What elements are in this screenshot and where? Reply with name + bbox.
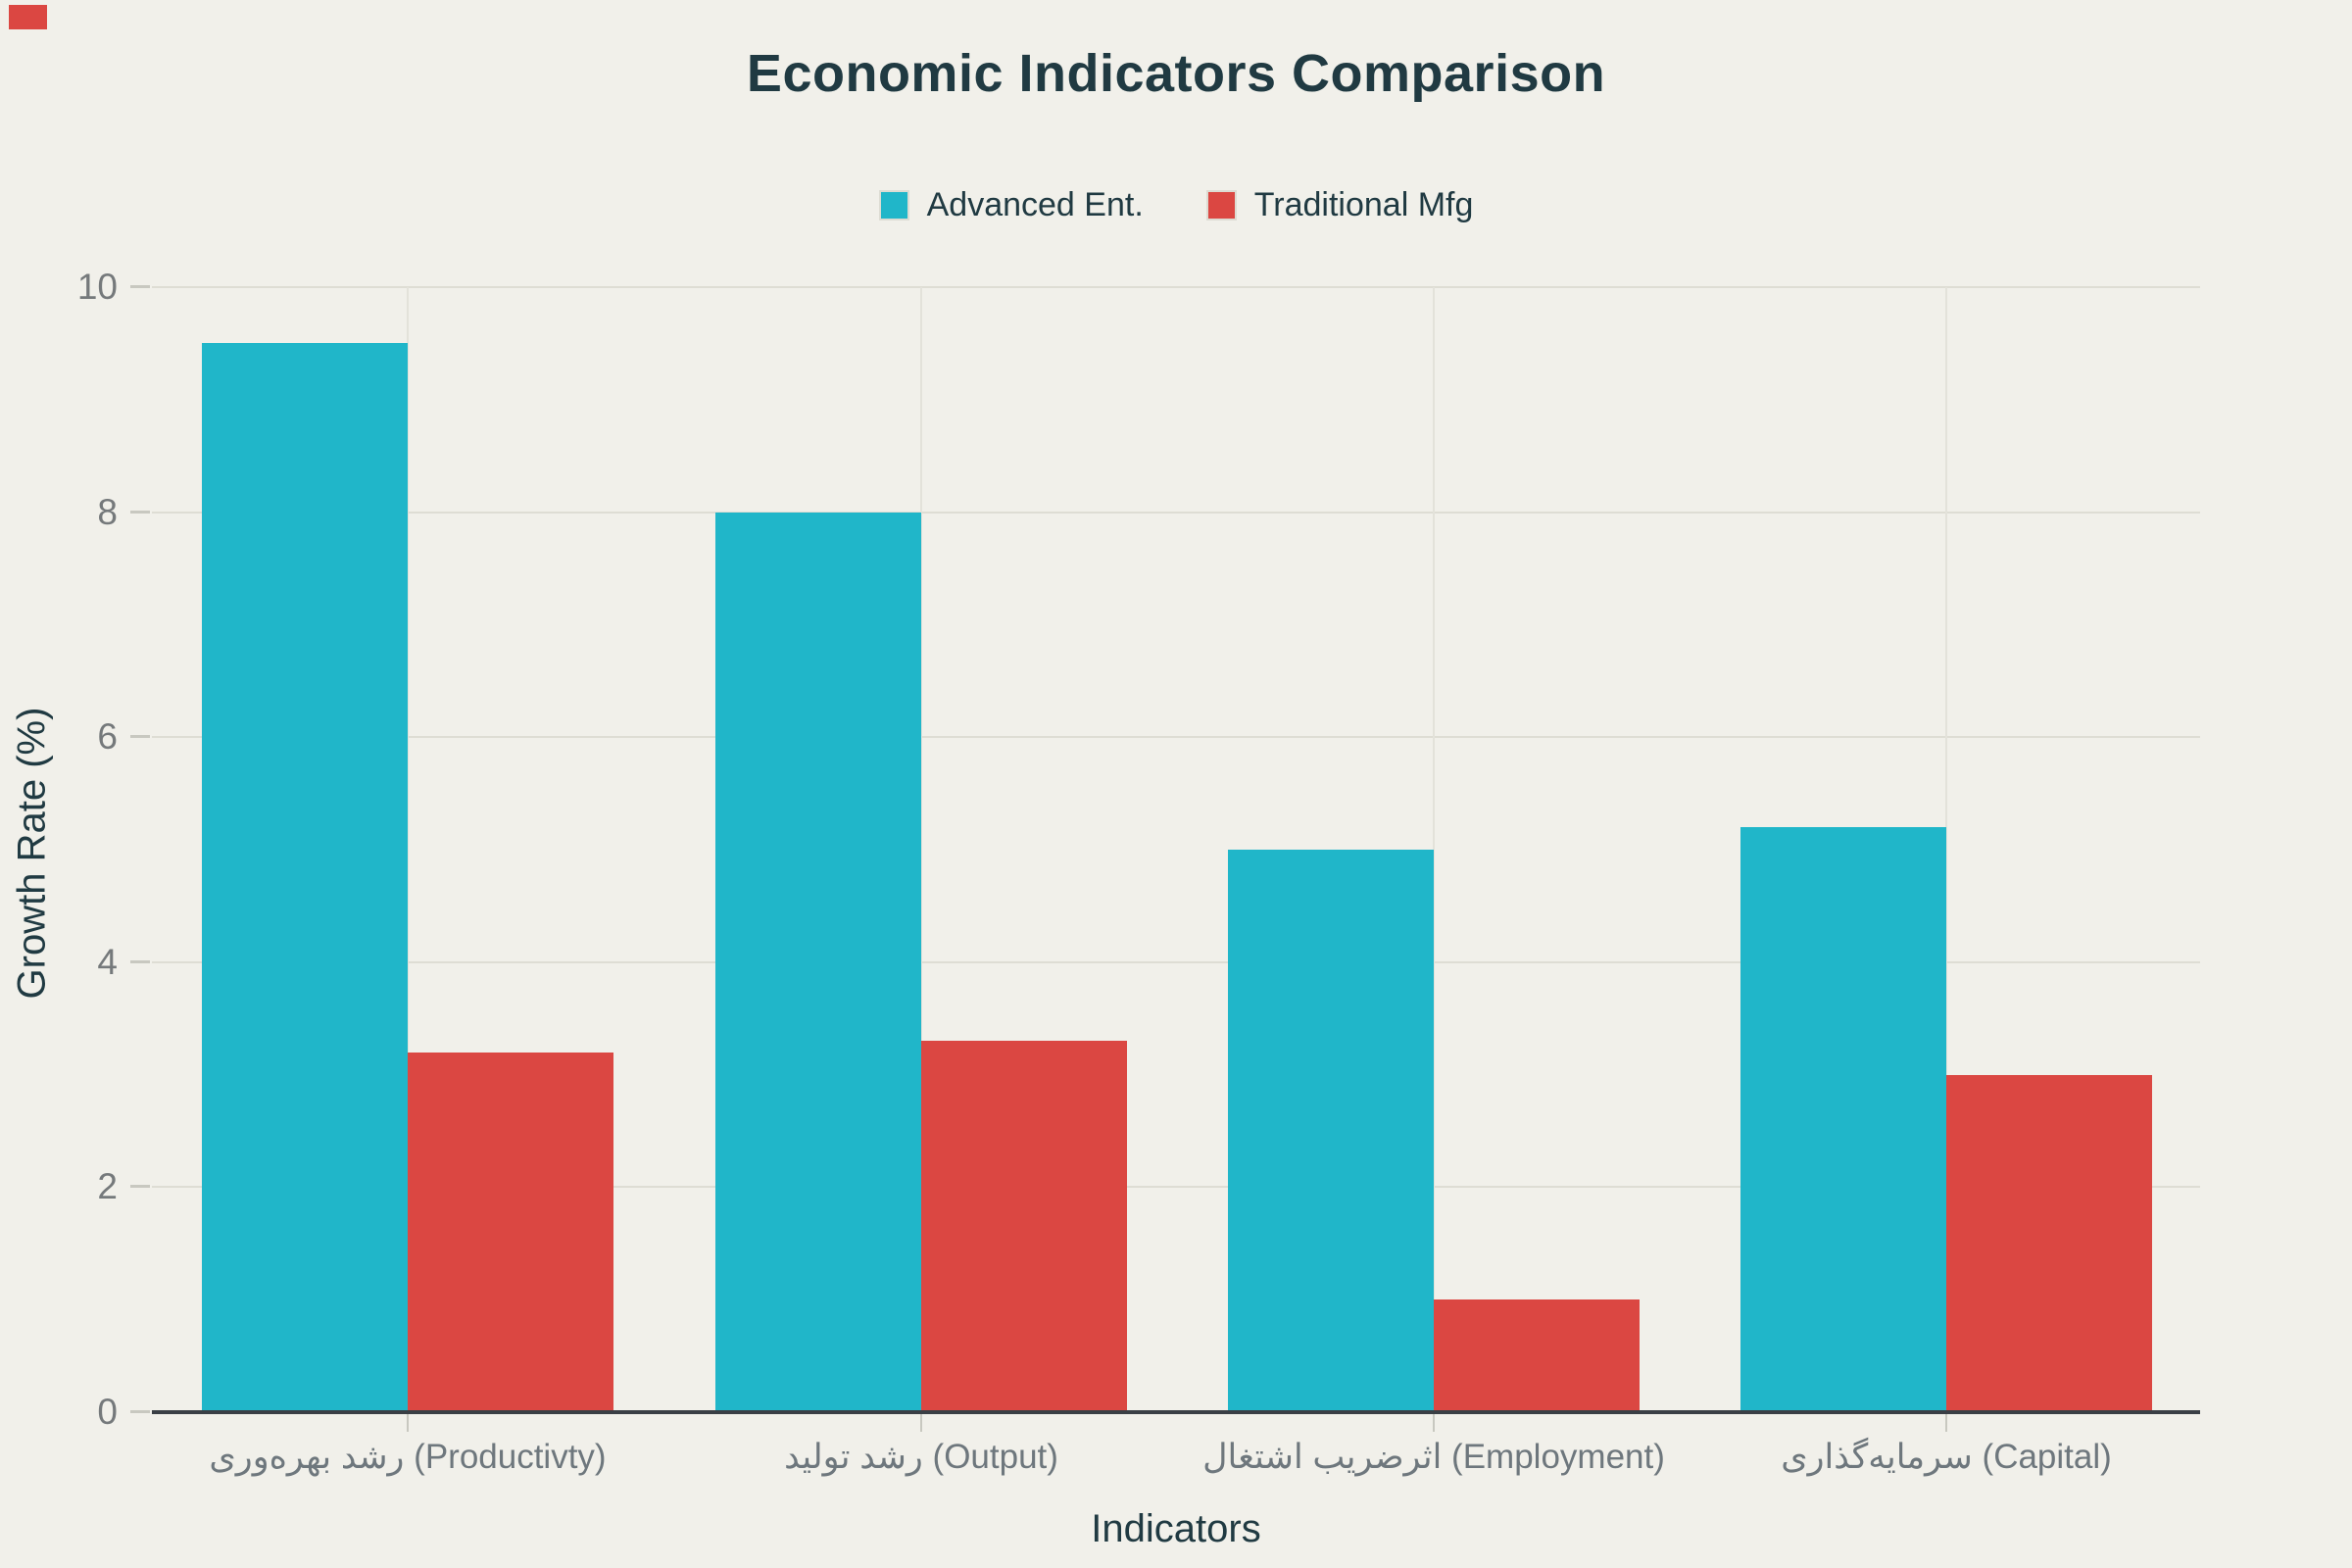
y-tick-6: [130, 735, 150, 739]
legend: Advanced Ent. Traditional Mfg: [0, 186, 2352, 224]
bar-traditional-mfg-1: [921, 1041, 1127, 1412]
x-tick-label-0: رشد بهره‌وری (Productivty): [209, 1438, 607, 1476]
y-tick-label-6: 6: [97, 716, 118, 758]
gridline-y-2: [152, 1186, 2200, 1189]
bar-traditional-mfg-3: [1946, 1074, 2152, 1412]
bar-advanced-ent--3: [1740, 827, 1946, 1412]
x-axis-title: Indicators: [1091, 1507, 1261, 1550]
gridline-y-8: [152, 511, 2200, 514]
y-tick-label-10: 10: [76, 267, 118, 307]
legend-item-1[interactable]: Traditional Mfg: [1205, 186, 1474, 224]
x-tick-3: [1945, 1414, 1947, 1432]
y-tick-4: [130, 959, 150, 963]
bar-advanced-ent--1: [715, 512, 921, 1412]
x-tick-0: [407, 1414, 409, 1432]
legend-item-0[interactable]: Advanced Ent.: [878, 186, 1144, 224]
y-tick-label-4: 4: [97, 941, 118, 982]
y-tick-label-8: 8: [97, 491, 118, 532]
bar-traditional-mfg-2: [1434, 1299, 1640, 1412]
bar-advanced-ent--0: [202, 343, 408, 1412]
bar-traditional-mfg-0: [408, 1052, 613, 1412]
x-axis-line: [152, 1410, 2200, 1414]
gridline-y-10: [152, 286, 2200, 288]
y-tick-label-2: 2: [97, 1166, 118, 1207]
y-tick-label-0: 0: [97, 1392, 118, 1432]
bar-advanced-ent--2: [1228, 850, 1434, 1412]
x-tick-label-2: اثرضریب اشتغال (Employment): [1202, 1438, 1665, 1476]
y-tick-0: [130, 1410, 150, 1413]
y-tick-10: [130, 285, 150, 288]
corner-red-mark: [9, 5, 47, 29]
gridline-y-6: [152, 736, 2200, 739]
x-tick-2: [1433, 1414, 1435, 1432]
y-axis-title: Growth Rate (%): [10, 707, 54, 1000]
chart-title: Economic Indicators Comparison: [746, 44, 1606, 103]
gridline-x-2: [1433, 287, 1435, 1412]
x-tick-label-1: رشد تولید (Output): [784, 1438, 1058, 1476]
x-tick-label-3: سرمایه‌گذاری (Capital): [1781, 1438, 2112, 1476]
gridline-x-3: [1945, 287, 1947, 1412]
legend-label: Traditional Mfg: [1253, 186, 1474, 223]
gridline-y-4: [152, 960, 2200, 963]
y-tick-8: [130, 510, 150, 514]
legend-swatch-icon: [1205, 190, 1237, 220]
gridline-x-1: [920, 287, 922, 1412]
legend-swatch-icon: [878, 190, 909, 220]
y-tick-2: [130, 1185, 150, 1189]
legend-label: Advanced Ent.: [926, 186, 1144, 223]
x-tick-1: [920, 1414, 922, 1432]
gridline-x-0: [407, 287, 409, 1412]
